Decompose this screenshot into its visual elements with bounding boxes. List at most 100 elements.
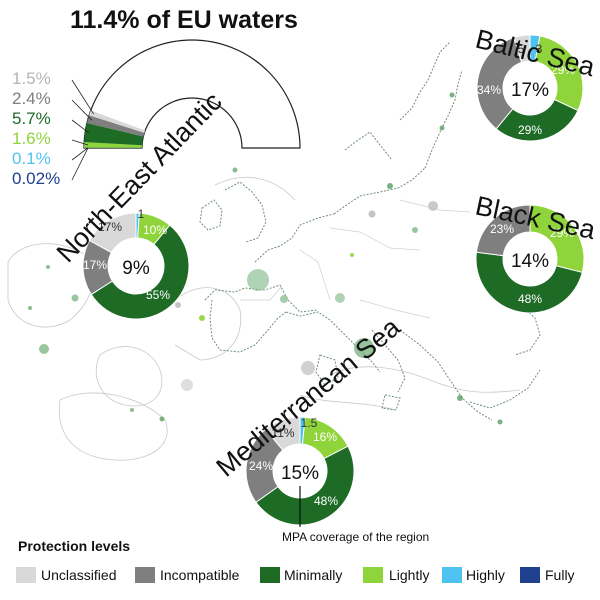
baltic-seg-label-incompatible: 34% <box>477 83 501 97</box>
baltic-segment-unclassified <box>512 34 531 63</box>
black-segment-incompatible <box>475 204 531 257</box>
baltic-segments <box>476 34 584 142</box>
black-segment-lightly <box>529 204 585 274</box>
eu-fill-incompatible <box>86 115 145 137</box>
eu-semicircle-outline <box>83 39 301 149</box>
black-seg-label-minimally: 48% <box>518 292 542 306</box>
iberia-atlantic-eez <box>174 287 242 361</box>
med-region-title: Mediterranean Sea <box>211 311 407 482</box>
coast-aegean-turkey <box>469 369 541 409</box>
eu-semicircle-fills <box>84 110 146 148</box>
coast-british-isles <box>224 181 267 243</box>
donut-black-sea: 14% 29% 48% 23% Black Sea <box>473 191 599 314</box>
med-seg-label-highly: 1.5 <box>301 416 318 430</box>
legend-item-incompatible: Incompatible <box>135 567 240 583</box>
coast-denmark <box>344 131 393 161</box>
coast-germany-poland-baltic <box>333 167 426 215</box>
border-poland <box>399 199 471 213</box>
eu-leader-unclassified <box>71 79 95 115</box>
eu-leader-minimally <box>71 119 90 134</box>
coast-baltic-east <box>424 69 463 169</box>
nea-coverage: 9% <box>122 258 150 279</box>
mpa-marker <box>387 183 393 189</box>
mpa-marker <box>412 227 418 233</box>
donut-mediterranean-sea: 15% 1.5 16% 48% 24% 11% Mediterranean Se… <box>211 311 407 526</box>
legend-label-incompatible: Incompatible <box>160 567 240 583</box>
med-segment-unclassified <box>265 416 301 451</box>
mpa-marker <box>159 416 165 422</box>
border-france-germany <box>299 249 331 301</box>
mpa-marker <box>280 295 288 303</box>
eu-label-fully: 0.02% <box>12 169 60 188</box>
nea-segments <box>82 212 190 320</box>
legend-item-fully: Fully <box>520 567 575 583</box>
baltic-coverage: 17% <box>511 80 549 101</box>
eu-coverage-semicircle <box>71 39 301 181</box>
legend-swatch-highly <box>442 567 462 583</box>
nea-segment-minimally <box>90 224 190 320</box>
eu-leader-highly <box>71 147 89 161</box>
baltic-seg-label-lightly: 29% <box>551 63 575 77</box>
med-seg-label-unclassified: 11% <box>271 426 294 440</box>
mpa-marker <box>354 338 374 358</box>
mpa-marker <box>301 361 315 375</box>
legend-swatch-lightly <box>363 567 383 583</box>
coast-italy-adriatic <box>371 329 406 393</box>
baltic-segment-incompatible <box>476 36 523 130</box>
med-seg-label-incompatible: 24% <box>249 459 273 473</box>
legend-swatch-incompatible <box>135 567 155 583</box>
coast-sweden <box>399 41 451 121</box>
coast-north-spain-biscay <box>204 284 319 313</box>
coast-black-sea-west <box>504 299 541 356</box>
coast-france-italy-tyrrhenian <box>285 311 381 373</box>
nea-region-title: North-East Atlantic <box>51 86 228 268</box>
nea-seg-label-highly: 1 <box>138 207 145 221</box>
eu-label-lightly: 1.6% <box>12 129 51 148</box>
med-seg-label-lightly: 16% <box>313 430 337 444</box>
coast-sardinia <box>315 354 339 386</box>
mpa-marker <box>497 419 503 425</box>
legend-item-minimally: Minimally <box>260 567 342 583</box>
eez-boundaries <box>7 177 521 461</box>
donut-baltic-sea: 17% 3 29% 29% 34% 5 Baltic Sea <box>473 24 599 142</box>
mpa-marker <box>181 379 193 391</box>
mpa-marker <box>39 344 49 354</box>
black-coverage: 14% <box>511 251 549 272</box>
madeira-eez-outline <box>95 346 163 407</box>
eu-label-unclassified: 1.5% <box>12 69 51 88</box>
coast-balkans-greece <box>399 329 493 421</box>
donut-north-east-atlantic: 9% 1 10% 55% 17% 17% North-East Atlantic <box>51 86 228 320</box>
legend-label-lightly: Lightly <box>389 567 429 583</box>
nea-seg-label-minimally: 55% <box>146 288 170 302</box>
country-borders <box>240 199 471 319</box>
canary-eez-outline <box>58 392 168 461</box>
legend-item-highly: Highly <box>442 567 505 583</box>
figure-title: 11.4% of EU waters <box>70 6 298 34</box>
med-segments <box>245 416 355 526</box>
coast-channel-north-sea <box>254 213 335 263</box>
mpa-marker <box>449 92 455 98</box>
annotation-text: MPA coverage of the region <box>282 530 429 544</box>
mpa-marker <box>28 306 32 310</box>
mpa-marker <box>232 167 238 173</box>
central-med-eez <box>329 366 521 393</box>
europe-basemap <box>7 41 541 461</box>
nea-seg-label-incompatible: 17% <box>83 258 107 272</box>
eu-fill-lightly <box>84 142 143 148</box>
eu-label-highly: 0.1% <box>12 149 51 168</box>
nea-segment-unclassified <box>88 212 137 254</box>
legend-title: Protection levels <box>18 538 130 554</box>
legend-item-lightly: Lightly <box>363 567 429 583</box>
med-coverage: 15% <box>281 463 319 484</box>
legend-swatch-minimally <box>260 567 280 583</box>
legend-swatch-unclassified <box>16 567 36 583</box>
eu-label-incompatible: 2.4% <box>12 89 51 108</box>
eu-leader-lines <box>71 79 95 181</box>
black-seg-label-incompatible: 23% <box>490 222 514 236</box>
black-segment-minimally <box>475 251 583 314</box>
mpa-marker <box>247 269 269 291</box>
biscay-eez <box>214 177 296 201</box>
eu-fill-minimally <box>84 123 144 146</box>
mpa-markers <box>28 92 503 425</box>
